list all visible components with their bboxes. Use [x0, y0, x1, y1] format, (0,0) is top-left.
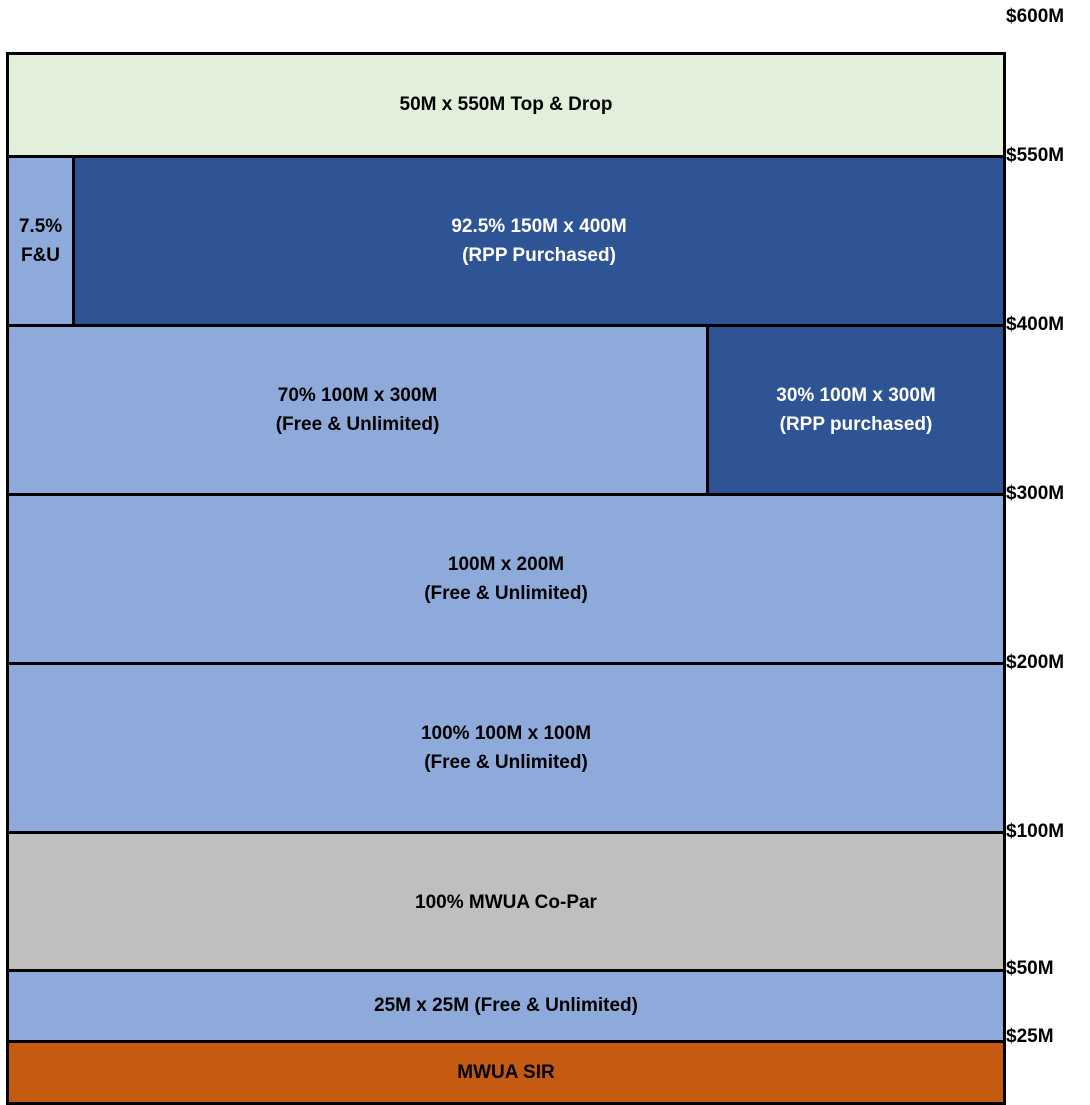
axis-label-550m: $550M [1006, 145, 1065, 166]
layer-rpp-100x300: 30% 100M x 300M (RPP purchased) [706, 324, 1006, 496]
layer-label: 70% 100M x 300M (Free & Unlimited) [275, 384, 440, 435]
axis-label-25m: $25M [1006, 1026, 1054, 1047]
layer-label: 50M x 550M Top & Drop [399, 94, 613, 116]
layer-fu-100x300: 70% 100M x 300M (Free & Unlimited) [6, 324, 709, 496]
layer-label: MWUA SIR [457, 1061, 555, 1083]
layer-rpp-150x400: 92.5% 150M x 400M (RPP Purchased) [72, 155, 1006, 327]
axis-label-600m: $600M [1006, 6, 1065, 27]
layer-label: 100% MWUA Co-Par [415, 892, 597, 914]
layer-label: 100M x 200M (Free & Unlimited) [424, 553, 588, 604]
axis-label-200m: $200M [1006, 652, 1065, 673]
layer-label: 92.5% 150M x 400M (RPP Purchased) [451, 215, 627, 266]
layer-label: 25M x 25M (Free & Unlimited) [374, 995, 638, 1017]
axis-label-400m: $400M [1006, 314, 1065, 335]
layer-label: 7.5% F&U [18, 215, 63, 266]
layer-fu-100x200: 100M x 200M (Free & Unlimited) [6, 493, 1006, 665]
layer-fu-25x25: 25M x 25M (Free & Unlimited) [6, 969, 1006, 1043]
axis-label-100m: $100M [1006, 821, 1065, 842]
layer-label: 100% 100M x 100M (Free & Unlimited) [420, 722, 592, 773]
layer-top-and-drop: 50M x 550M Top & Drop [6, 52, 1006, 158]
layer-fu-100x100: 100% 100M x 100M (Free & Unlimited) [6, 662, 1006, 834]
layer-fu-share: 7.5% F&U [6, 155, 75, 327]
axis-label-300m: $300M [1006, 483, 1065, 504]
layer-co-par: 100% MWUA Co-Par [6, 831, 1006, 975]
layer-label: 30% 100M x 300M (RPP purchased) [776, 384, 936, 435]
layer-sir: MWUA SIR [6, 1040, 1006, 1105]
axis-label-50m: $50M [1006, 958, 1054, 979]
